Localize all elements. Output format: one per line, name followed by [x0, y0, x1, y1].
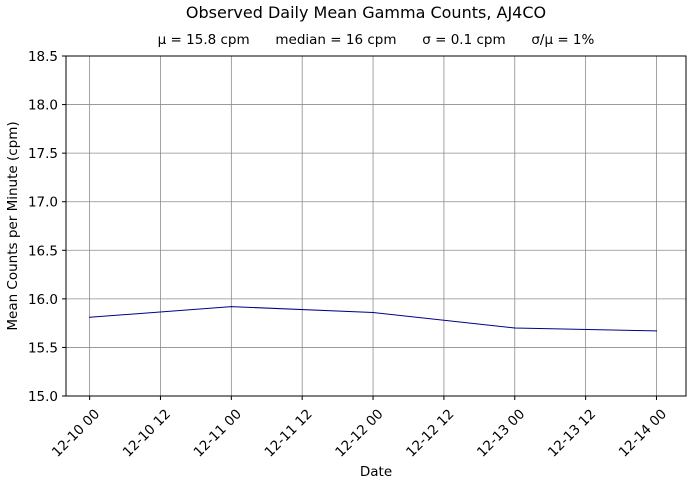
x-tick-label: 12-12 00 [332, 406, 386, 460]
y-tick-label: 15.0 [28, 389, 58, 405]
data-point [514, 327, 516, 329]
data-point [230, 306, 232, 308]
x-axis-label: Date [360, 464, 392, 480]
y-tick-label: 17.5 [28, 146, 58, 162]
y-tick-label: 18.5 [28, 49, 58, 65]
grid [66, 55, 686, 397]
x-tick-label: 12-14 00 [616, 406, 670, 460]
y-tick-label: 17.0 [28, 195, 58, 211]
data-point [89, 316, 91, 318]
y-tick-label: 15.5 [28, 340, 58, 356]
x-tick-label: 12-13 00 [474, 406, 528, 460]
chart-subtitle: μ = 15.8 cpm median = 16 cpm σ = 0.1 cpm… [158, 32, 595, 48]
y-axis: 15.0 15.5 16.0 16.5 17.0 17.5 18.0 18.5 [28, 49, 66, 405]
x-tick-label: 12-10 00 [49, 406, 103, 460]
chart-title: Observed Daily Mean Gamma Counts, AJ4CO [186, 3, 546, 22]
data-point [655, 330, 658, 332]
series-layer [89, 306, 658, 332]
x-axis: 12-10 00 12-10 12 12-11 00 12-11 12 12-12 00… [49, 396, 670, 460]
plot-area-frame [65, 55, 687, 397]
y-tick-label: 16.0 [28, 292, 58, 308]
y-axis-label: Mean Counts per Minute (cpm) [5, 121, 21, 330]
x-tick-label: 12-11 12 [261, 406, 315, 460]
x-tick-label: 12-11 00 [191, 406, 245, 460]
data-point [372, 311, 374, 314]
y-tick-label: 16.5 [28, 243, 58, 259]
x-tick-label: 12-13 12 [545, 406, 599, 460]
x-tick-label: 12-12 12 [403, 406, 457, 460]
x-tick-label: 12-10 12 [120, 406, 174, 460]
y-tick-label: 18.0 [28, 98, 58, 114]
